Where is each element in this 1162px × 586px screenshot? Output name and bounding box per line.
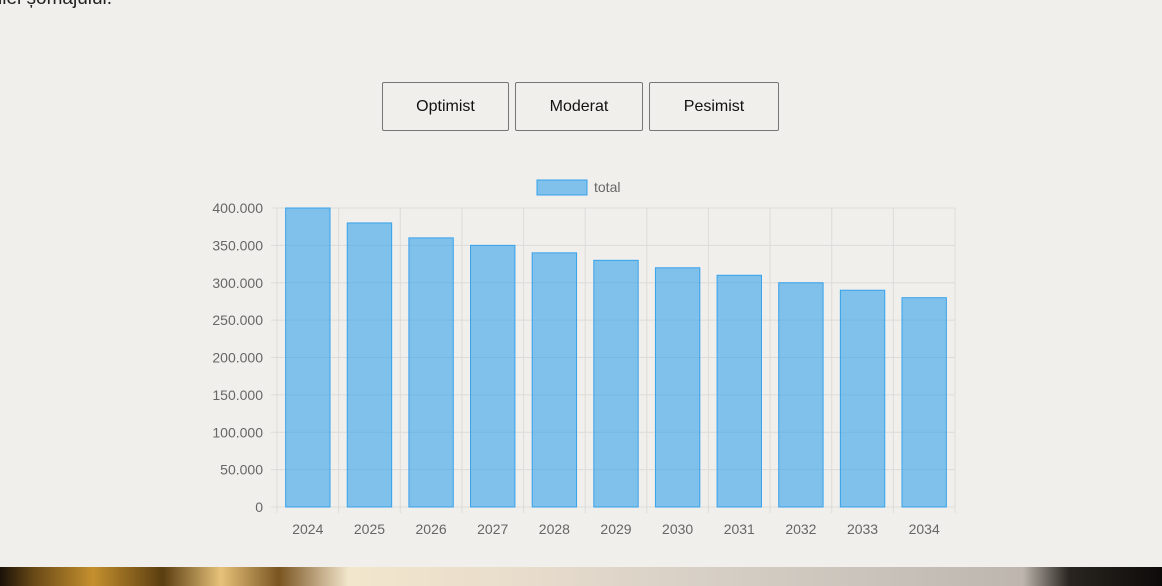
y-tick-label: 250.000 bbox=[212, 312, 263, 328]
bar-2031 bbox=[716, 274, 762, 508]
x-tick-label: 2028 bbox=[539, 521, 570, 537]
bar-2028 bbox=[531, 252, 578, 508]
bar-2024 bbox=[285, 207, 331, 508]
bar-2030 bbox=[654, 267, 701, 508]
y-tick-label: 0 bbox=[255, 499, 263, 515]
intro-text: ilei șomajului. bbox=[0, 0, 112, 10]
y-tick-label: 400.000 bbox=[212, 200, 263, 216]
legend-swatch bbox=[536, 179, 588, 196]
y-tick-label: 50.000 bbox=[220, 462, 263, 478]
y-tick-label: 350.000 bbox=[212, 237, 263, 253]
x-tick-label: 2032 bbox=[785, 521, 816, 537]
optimist-button[interactable]: Optimist bbox=[382, 82, 509, 131]
x-tick-label: 2024 bbox=[292, 521, 323, 537]
bar-chart: 0 50.000 100.000 150.000 200.000 250.000 300.0… bbox=[212, 179, 956, 537]
y-tick-label: 150.000 bbox=[212, 387, 263, 403]
bar-2029 bbox=[593, 259, 639, 508]
scenario-buttons: Optimist Moderat Pesimist bbox=[382, 82, 779, 131]
legend-label: total bbox=[594, 179, 620, 195]
y-tick-label: 300.000 bbox=[212, 275, 263, 291]
bar-2027 bbox=[470, 244, 516, 508]
bar-2025 bbox=[346, 222, 393, 508]
x-tick-label: 2026 bbox=[416, 521, 447, 537]
y-tick-label: 100.000 bbox=[212, 424, 263, 440]
x-tick-label: 2034 bbox=[909, 521, 940, 537]
bar-2026 bbox=[408, 237, 454, 508]
moderat-button[interactable]: Moderat bbox=[515, 82, 643, 131]
x-tick-label: 2030 bbox=[662, 521, 693, 537]
y-tick-label: 200.000 bbox=[212, 350, 263, 366]
background-photo bbox=[0, 567, 1162, 586]
x-tick-label: 2025 bbox=[354, 521, 385, 537]
legend: total bbox=[536, 179, 620, 196]
pesimist-button[interactable]: Pesimist bbox=[649, 82, 779, 131]
x-tick-label: 2033 bbox=[847, 521, 878, 537]
x-tick-label: 2027 bbox=[477, 521, 508, 537]
bar-2033 bbox=[839, 289, 886, 508]
x-tick-label: 2029 bbox=[600, 521, 631, 537]
bar-2034 bbox=[901, 297, 947, 508]
bar-2032 bbox=[778, 282, 824, 508]
x-tick-label: 2031 bbox=[724, 521, 755, 537]
